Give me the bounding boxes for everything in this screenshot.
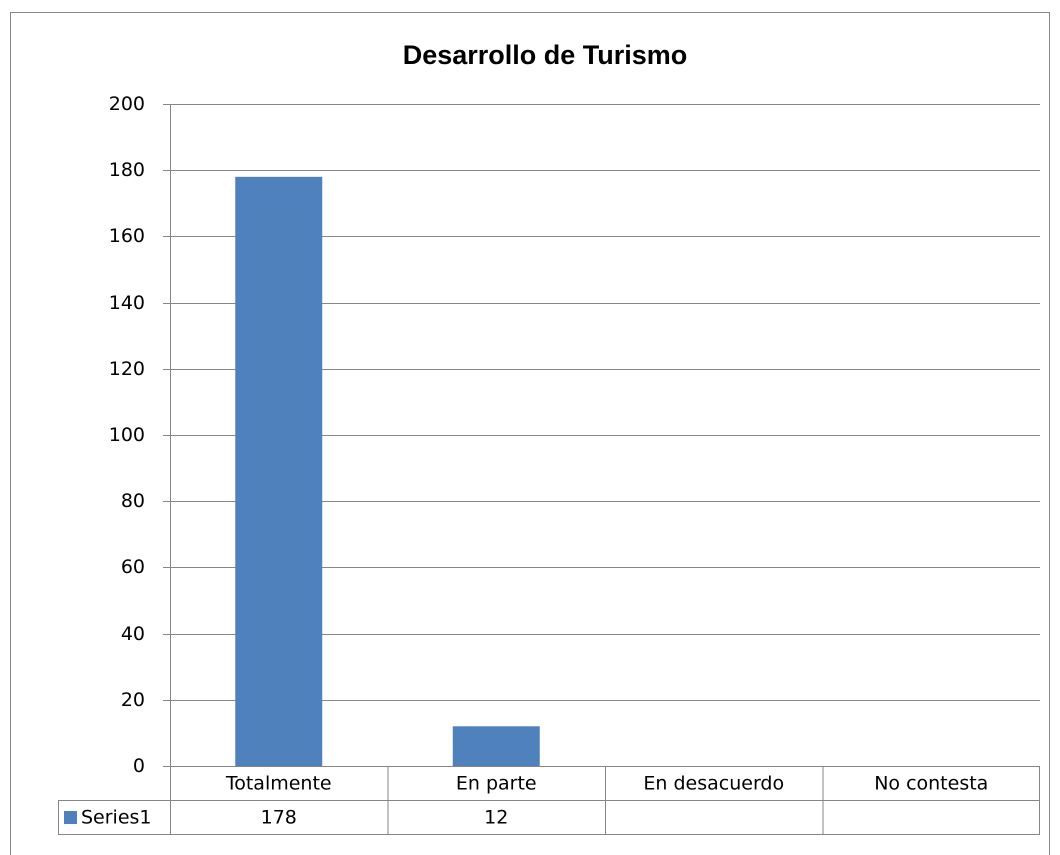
x-tick-label: En desacuerdo (643, 773, 784, 795)
y-tick-label: 120 (109, 358, 145, 380)
chart-title: Desarrollo de Turismo (403, 40, 688, 70)
x-tick-label: En parte (456, 773, 537, 795)
y-tick-label: 200 (109, 93, 145, 115)
y-tick-label: 180 (109, 159, 145, 181)
y-tick-label: 100 (109, 424, 145, 446)
y-tick-label: 60 (121, 556, 145, 578)
y-tick-label: 20 (121, 689, 145, 711)
y-tick-label: 80 (121, 490, 145, 512)
y-tick-label: 140 (109, 292, 145, 314)
y-tick-label: 0 (133, 755, 145, 777)
x-tick-label: Totalmente (225, 773, 332, 795)
y-tick-label: 40 (121, 623, 145, 645)
bar (452, 726, 540, 766)
y-tick-label: 160 (109, 225, 145, 247)
chart-border (10, 12, 1050, 855)
bar (235, 176, 323, 766)
x-tick-label: No contesta (874, 773, 988, 795)
legend-label: Series1 (81, 807, 152, 829)
data-table-value: 178 (261, 807, 297, 829)
legend-swatch (64, 811, 77, 824)
data-table-value: 12 (484, 807, 508, 829)
